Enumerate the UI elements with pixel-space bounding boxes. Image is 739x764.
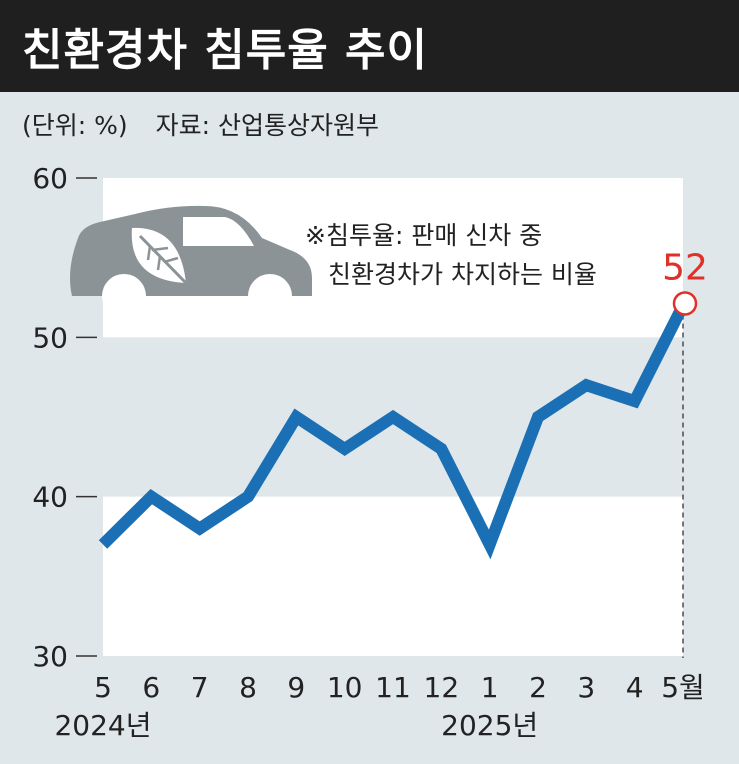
- chart-title: 친환경차 침투율 추이: [22, 25, 428, 76]
- note-box: ※침투율: 판매 신차 중 친환경차가 차지하는 비율: [305, 221, 597, 289]
- x-tick-label: 11: [375, 671, 411, 704]
- x-tick-label: 4: [626, 671, 644, 704]
- eco-car-leaf-icon: [70, 205, 312, 318]
- x-tick-label: 10: [327, 671, 363, 704]
- series-line: [98, 302, 689, 560]
- x-tick-label: 5: [94, 671, 112, 704]
- y-tick-label: 50: [32, 321, 68, 354]
- y-tick-label: 30: [32, 640, 68, 673]
- chart-meta: (단위: %) 자료: 산업통상자원부: [22, 106, 379, 142]
- unit-label: (단위: %): [22, 111, 128, 140]
- note-line-1: ※침투율: 판매 신차 중: [305, 221, 542, 250]
- x-tick-label: 1: [481, 671, 499, 704]
- y-tick-label: 60: [32, 162, 68, 195]
- x-tick-label: 12: [424, 671, 460, 704]
- x-tick-label: 5월: [661, 671, 705, 704]
- x-tick-label: 3: [577, 671, 595, 704]
- x-tick-label: 9: [287, 671, 305, 704]
- year-label: 2025년: [441, 709, 538, 742]
- title-bar: 친환경차 침투율 추이: [0, 0, 739, 92]
- series-penetration-rate: 52: [98, 247, 708, 658]
- year-label: 2024년: [54, 709, 151, 742]
- highlight-point: [672, 291, 698, 316]
- note-line-2: 친환경차가 차지하는 비율: [328, 260, 597, 289]
- x-tick-label: 8: [239, 671, 257, 704]
- highlight-value-label: 52: [662, 247, 708, 288]
- y-tick-label: 40: [32, 481, 68, 514]
- x-tick-label: 7: [191, 671, 209, 704]
- source-label: 자료: 산업통상자원부: [155, 111, 379, 140]
- x-tick-label: 2: [529, 671, 547, 704]
- y-axis: 30 40 50 60: [32, 162, 97, 673]
- x-tick-label: 6: [142, 671, 160, 704]
